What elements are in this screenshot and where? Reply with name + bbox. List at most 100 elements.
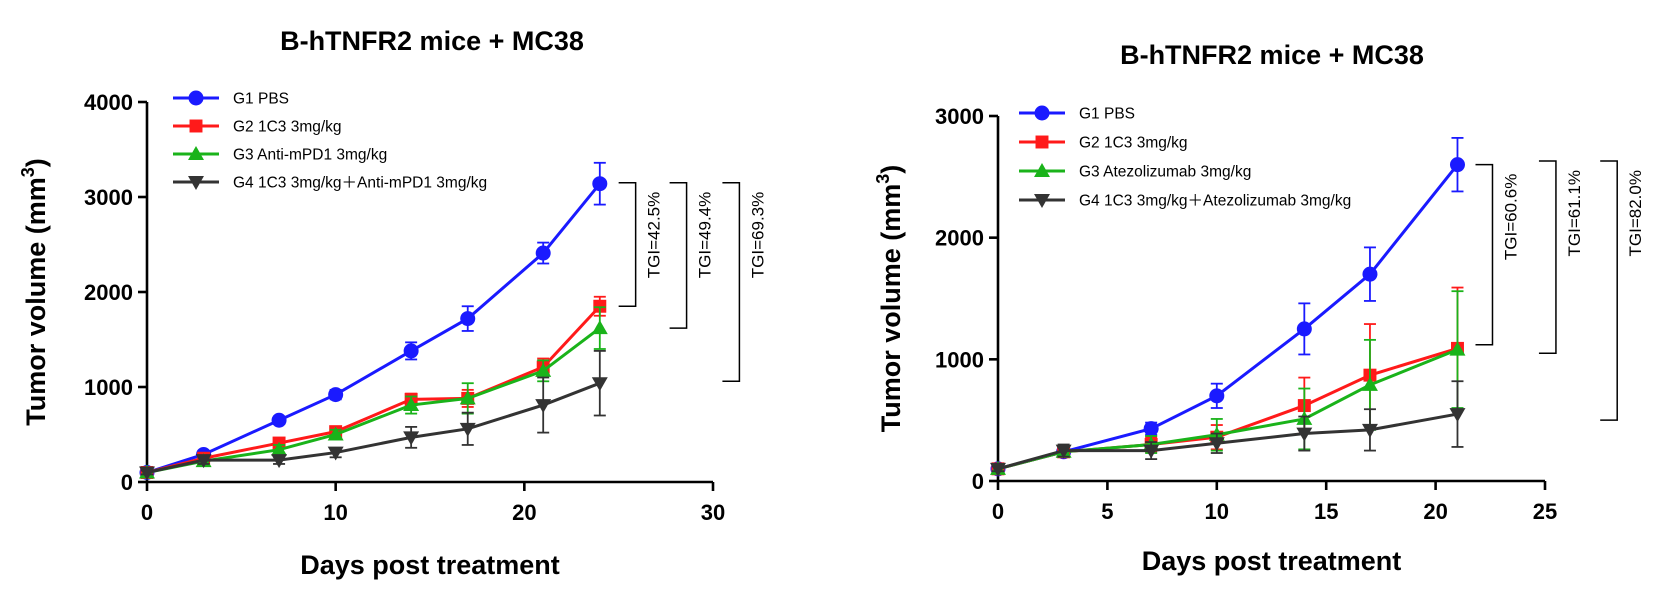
- legend: G1 PBS G2 1C3 3mg/kg G3 Atezolizumab 3mg/k…: [1019, 105, 1351, 210]
- legend-marker: [1034, 194, 1050, 208]
- data-point: [403, 431, 420, 446]
- legend-label: G2 1C3 3mg/kg: [233, 119, 342, 136]
- legend-marker: [1034, 105, 1050, 121]
- tgi-label: TGI=49.4%: [696, 192, 715, 278]
- legend-marker: [188, 90, 204, 106]
- x-tick-label: 30: [701, 500, 725, 525]
- data-point: [195, 454, 212, 469]
- data-point: [328, 387, 344, 403]
- legend-marker: [188, 176, 204, 190]
- data-point: [403, 397, 420, 412]
- data-point: [1361, 376, 1378, 391]
- tgi-label: TGI=42.5%: [645, 192, 664, 278]
- data-point: [1296, 427, 1313, 442]
- tgi-bracket: [1538, 160, 1557, 354]
- series-line: [146, 305, 601, 474]
- tgi-annotation: TGI=60.6%: [1475, 163, 1520, 346]
- x-tick-label: 10: [1205, 499, 1229, 524]
- x-axis-label: Days post treatment: [1142, 546, 1402, 576]
- data-point: [1361, 423, 1378, 438]
- x-tick-label: 0: [992, 499, 1004, 524]
- data-point: [271, 454, 288, 469]
- y-tick-label: 1000: [935, 347, 984, 372]
- y-tick-label: 3000: [84, 185, 133, 210]
- legend-label: G2 1C3 3mg/kg: [1079, 135, 1188, 152]
- tgi-annotation: TGI=69.3%: [722, 182, 767, 383]
- tgi-bracket: [669, 182, 688, 329]
- series-1: [139, 161, 608, 480]
- data-point: [459, 422, 476, 437]
- y-tick-label: 4000: [84, 90, 133, 115]
- data-point: [535, 245, 551, 261]
- tgi-annotation: TGI=82.0%: [1600, 160, 1645, 421]
- legend-label: G3 Atezolizumab 3mg/kg: [1079, 164, 1251, 181]
- legend-label: G3 Anti-mPD1 3mg/kg: [233, 147, 387, 164]
- tgi-bracket: [722, 182, 741, 383]
- tgi-label: TGI=60.6%: [1501, 174, 1520, 260]
- data-point: [327, 446, 344, 461]
- tgi-bracket: [1600, 160, 1618, 421]
- x-tick-label: 10: [323, 500, 347, 525]
- y-tick-label: 0: [972, 469, 984, 494]
- data-point: [535, 399, 552, 414]
- data-point: [327, 426, 344, 441]
- legend: G1 PBS G2 1C3 3mg/kg G3 Anti-mPD1 3mg/kg G4…: [173, 90, 487, 192]
- tgi-annotation: TGI=49.4%: [669, 182, 715, 329]
- data-point: [1055, 444, 1072, 459]
- x-tick-label: 20: [1423, 499, 1447, 524]
- legend-label: G4 1C3 3mg/kg＋Anti-mPD1 3mg/kg: [233, 175, 487, 192]
- data-point: [460, 311, 476, 327]
- data-point: [591, 320, 608, 335]
- data-point: [990, 462, 1006, 477]
- data-point: [1362, 266, 1378, 282]
- data-point: [1449, 341, 1466, 356]
- data-point: [1449, 157, 1465, 173]
- data-point: [1208, 437, 1225, 452]
- tgi-bracket: [1475, 163, 1494, 346]
- y-tick-label: 3000: [935, 104, 984, 129]
- data-point: [1296, 321, 1312, 337]
- x-tick-label: 25: [1533, 499, 1557, 524]
- y-tick-label: 2000: [84, 280, 133, 305]
- x-tick-label: 0: [141, 500, 153, 525]
- y-axis-label: Tumor volume (mm3): [873, 165, 906, 433]
- data-point: [271, 412, 287, 428]
- legend-label: G1 PBS: [1079, 106, 1135, 123]
- data-point: [1143, 421, 1159, 437]
- legend-label: G4 1C3 3mg/kg＋Atezolizumab 3mg/kg: [1079, 193, 1351, 210]
- chart-title: B-hTNFR2 mice + MC38: [1120, 40, 1424, 70]
- y-axis-label: Tumor volume (mm3): [18, 158, 51, 426]
- legend-marker: [1035, 135, 1049, 149]
- x-tick-label: 5: [1101, 499, 1113, 524]
- chart-2: B-hTNFR2 mice + MC38 0 1000 2000 3000 0 5 10 15 2…: [873, 40, 1645, 576]
- tgi-annotation: TGI=61.1%: [1538, 160, 1584, 354]
- tgi-label: TGI=61.1%: [1565, 170, 1584, 256]
- series-line: [997, 412, 1458, 471]
- y-tick-label: 2000: [935, 226, 984, 251]
- y-tick-label: 1000: [84, 375, 133, 400]
- data-point: [535, 362, 552, 377]
- data-point: [591, 377, 608, 392]
- data-point: [459, 390, 476, 405]
- chart-title: B-hTNFR2 mice + MC38: [280, 26, 584, 56]
- series-4: [139, 349, 608, 481]
- data-point: [1143, 444, 1160, 459]
- data-point: [1209, 388, 1225, 404]
- x-axis-label: Days post treatment: [300, 550, 560, 580]
- data-point: [139, 466, 155, 481]
- tgi-label: TGI=82.0%: [1626, 170, 1645, 256]
- x-tick-label: 20: [512, 500, 536, 525]
- series-line: [997, 163, 1459, 471]
- chart-1: B-hTNFR2 mice + MC38 0 1000 2000 3000 4000 0 10…: [18, 26, 767, 580]
- tgi-bracket: [618, 182, 637, 307]
- tgi-label: TGI=69.3%: [748, 192, 767, 278]
- data-point: [271, 441, 288, 456]
- data-point: [593, 299, 607, 313]
- x-tick-label: 15: [1314, 499, 1338, 524]
- legend-marker: [188, 146, 204, 160]
- legend-marker: [189, 119, 203, 133]
- y-tick-label: 0: [121, 470, 133, 495]
- legend-marker: [1034, 163, 1050, 177]
